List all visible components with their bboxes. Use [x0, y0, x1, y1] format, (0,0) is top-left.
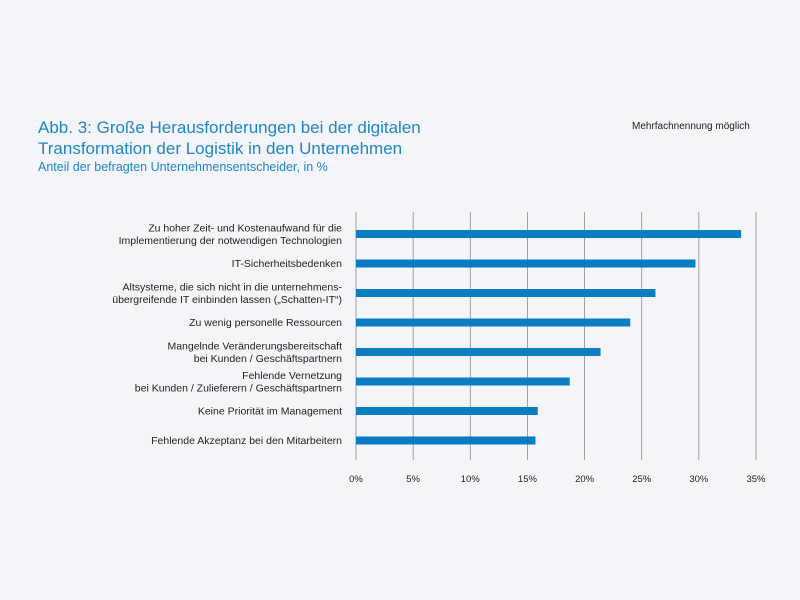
bar — [356, 377, 570, 386]
x-tick-label: 15% — [518, 474, 538, 485]
bar — [356, 289, 656, 297]
category-label: Mangelnde Veränderungsbereitschaft bei Ku… — [167, 340, 342, 365]
x-tick-label: 35% — [746, 474, 766, 485]
x-tick-label: 25% — [632, 474, 652, 485]
bar — [356, 318, 631, 327]
x-tick-label: 10% — [461, 474, 481, 485]
bar — [356, 230, 742, 238]
category-label: Altsysteme, die sich nicht in die untern… — [112, 281, 342, 306]
x-tick-label: 20% — [575, 474, 595, 485]
bar — [356, 436, 536, 445]
bar — [356, 259, 696, 268]
category-label: IT-Sicherheitsbedenken — [232, 258, 342, 270]
x-tick-label: 30% — [689, 474, 709, 485]
category-label: Fehlende Vernetzung bei Kunden / Zuliefer… — [135, 370, 342, 395]
category-label: Zu wenig personelle Ressourcen — [189, 317, 342, 329]
chart-title: Abb. 3: Große Herausforderungen bei der … — [38, 118, 421, 158]
chart-subtitle: Anteil der befragten Unternehmensentsche… — [38, 160, 328, 174]
bar — [356, 348, 601, 356]
x-tick-label: 0% — [349, 474, 363, 485]
category-label: Zu hoher Zeit- und Kostenaufwand für die… — [119, 222, 343, 247]
x-tick-label: 5% — [406, 474, 420, 485]
bar — [356, 407, 538, 415]
multiple-answers-note: Mehrfachnennung möglich — [632, 121, 750, 132]
category-label: Fehlende Akzeptanz bei den Mitarbeitern — [151, 435, 342, 447]
category-label: Keine Priorität im Management — [198, 406, 342, 418]
